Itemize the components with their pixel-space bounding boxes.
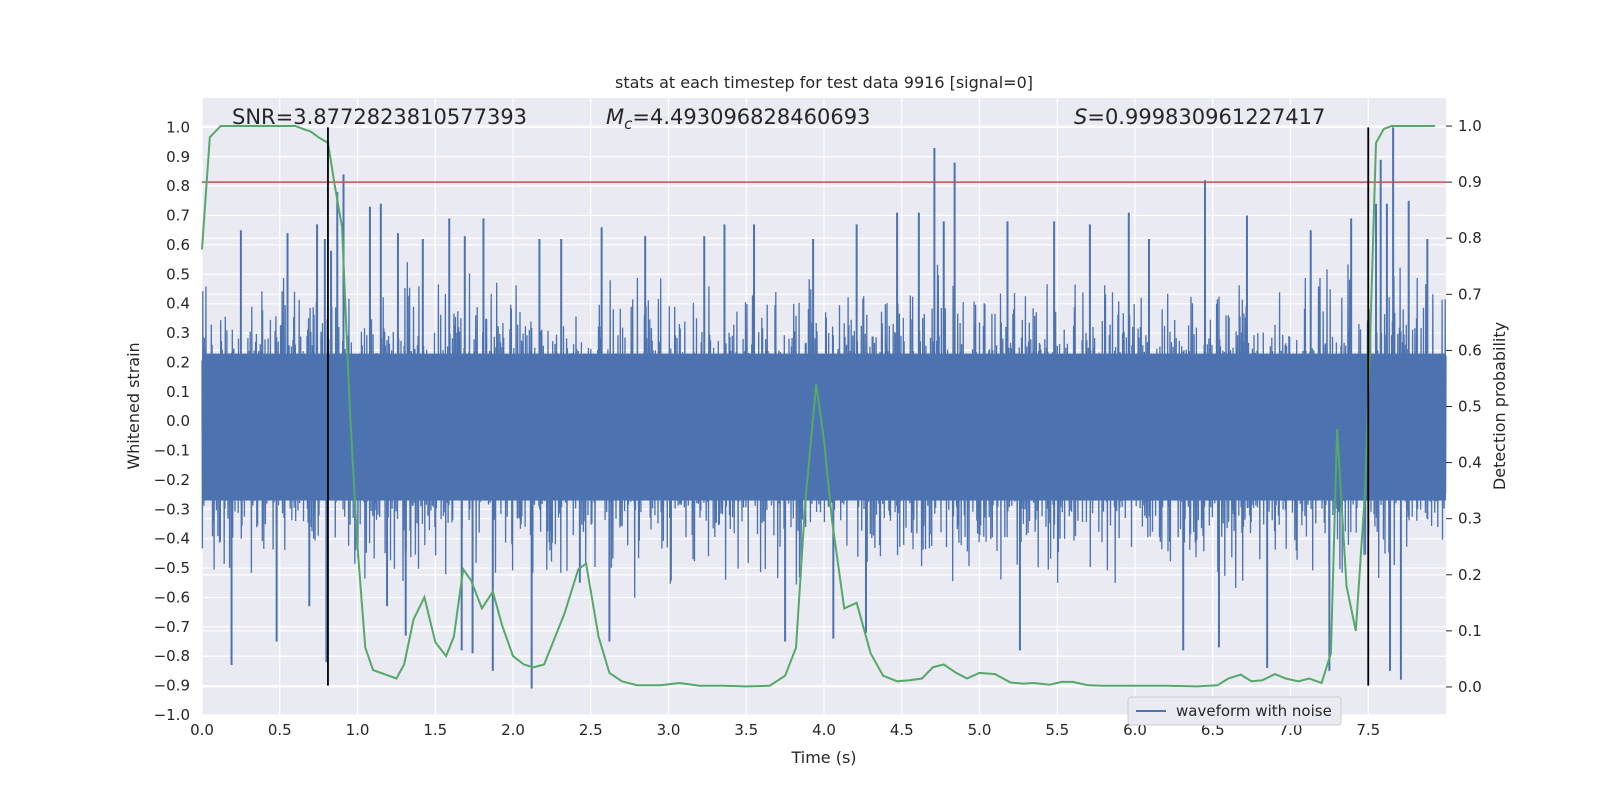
legend-label-waveform: waveform with noise [1176, 702, 1332, 720]
y-right-tick-label: 0.4 [1458, 454, 1482, 472]
x-tick-label: 1.0 [346, 721, 370, 739]
x-tick-label: 1.5 [423, 721, 447, 739]
chirp-mass-annotation: Mc=4.493096828460693 [606, 105, 870, 133]
mc-symbol: M [606, 105, 624, 129]
waveform-dense-band [202, 353, 1446, 501]
x-tick-label: 3.0 [657, 721, 681, 739]
vertical-markers [327, 127, 1370, 686]
s-symbol: S [1074, 105, 1087, 129]
x-tick-label: 4.0 [812, 721, 836, 739]
y-left-tick-label: −0.6 [154, 588, 190, 606]
probability-series [201, 125, 1436, 688]
y-right-tick-label: 0.3 [1458, 510, 1482, 528]
y-left-tick-label: −0.7 [154, 618, 190, 636]
snr-annotation: SNR=3.8772823810577393 [232, 105, 527, 129]
y-left-tick-label: −0.4 [154, 530, 190, 548]
s-annotation: S=0.999830961227417 [1074, 105, 1325, 129]
x-tick-label: 7.5 [1356, 721, 1380, 739]
y-right-tick-label: 0.8 [1458, 229, 1482, 247]
legend: waveform with noise [1127, 696, 1342, 726]
y-right-tick-label: 0.9 [1458, 173, 1482, 191]
y-left-axis-label: Whitened strain [124, 342, 143, 469]
y-right-tick-label: 0.6 [1458, 341, 1482, 359]
y-left-tick-label: −0.5 [154, 559, 190, 577]
x-tick-label: 3.5 [734, 721, 758, 739]
s-value: =0.999830961227417 [1087, 105, 1325, 129]
y-right-tick-label: 1.0 [1458, 117, 1482, 135]
y-right-tick-labels: 1.0 0.9 0.8 0.7 0.6 0.5 0.4 0.3 0.2 0.1 0.0 [1446, 117, 1482, 696]
y-left-tick-label: 0.3 [166, 324, 190, 342]
x-axis-label: Time (s) [790, 748, 856, 767]
y-left-tick-label: −0.1 [154, 442, 190, 460]
y-right-axis-label: Detection probability [1490, 322, 1509, 490]
waveform-series [201, 127, 1447, 689]
mc-subscript: c [624, 115, 633, 133]
x-tick-label: 4.5 [890, 721, 914, 739]
y-left-tick-label: −1.0 [154, 706, 190, 724]
y-right-tick-label: 0.0 [1458, 678, 1482, 696]
y-right-tick-label: 0.2 [1458, 566, 1482, 584]
x-tick-label: 5.5 [1045, 721, 1069, 739]
y-right-tick-label: 0.5 [1458, 398, 1482, 416]
y-right-tick-label: 0.7 [1458, 285, 1482, 303]
x-tick-label: 0.0 [190, 721, 214, 739]
y-left-tick-label: 0.9 [166, 148, 190, 166]
y-left-tick-label: 0.8 [166, 177, 190, 195]
y-left-tick-label: −0.2 [154, 471, 190, 489]
y-left-tick-label: −0.3 [154, 500, 190, 518]
legend-box [1127, 696, 1342, 726]
y-left-tick-label: 0.7 [166, 207, 190, 225]
mc-value: =4.493096828460693 [632, 105, 870, 129]
x-tick-label: 5.0 [968, 721, 992, 739]
y-left-tick-label: 0.1 [166, 383, 190, 401]
probability-curve [201, 125, 1436, 688]
x-tick-label: 2.0 [501, 721, 525, 739]
y-left-tick-label: 0.2 [166, 353, 190, 371]
y-left-tick-label: 0.0 [166, 412, 190, 430]
y-left-tick-label: −0.8 [154, 647, 190, 665]
y-left-tick-label: 1.0 [166, 118, 190, 136]
y-left-tick-labels: 1.0 0.9 0.8 0.7 0.6 0.5 0.4 0.3 0.2 0.1 0.0 −0.1 −0.… [154, 118, 190, 724]
x-tick-label: 2.5 [579, 721, 603, 739]
y-left-tick-label: 0.6 [166, 236, 190, 254]
y-left-tick-label: 0.5 [166, 265, 190, 283]
y-left-tick-label: −0.9 [154, 677, 190, 695]
y-right-tick-label: 0.1 [1458, 622, 1482, 640]
x-tick-label: 0.5 [268, 721, 292, 739]
y-left-tick-label: 0.4 [166, 295, 190, 313]
chart-title: stats at each timestep for test data 991… [615, 73, 1033, 92]
